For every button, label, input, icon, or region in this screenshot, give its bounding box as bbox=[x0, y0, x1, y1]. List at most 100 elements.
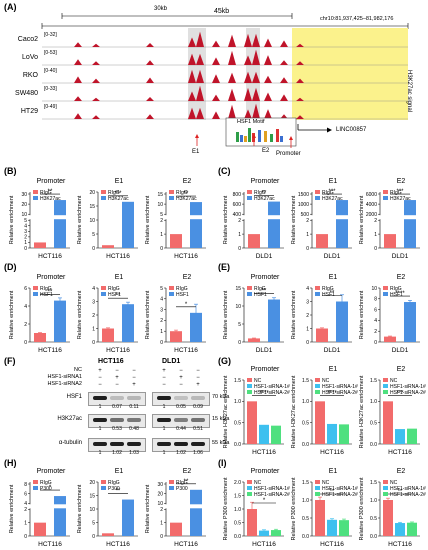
bar-rigg bbox=[248, 234, 260, 248]
legend-label: H3K27ac bbox=[176, 196, 197, 202]
condition-sign: − bbox=[132, 368, 136, 374]
subplot-title: E1 bbox=[329, 274, 338, 281]
subplot-title: E2 bbox=[397, 178, 406, 185]
condition-sign: − bbox=[115, 368, 119, 374]
bar-sirna2 bbox=[407, 428, 417, 444]
blot-band bbox=[110, 418, 124, 422]
condition-sign: + bbox=[132, 382, 136, 388]
blot-band-label: HSF1 bbox=[66, 394, 82, 400]
y-tick-label: 0 bbox=[238, 246, 241, 252]
y-tick-label: 0 bbox=[374, 246, 377, 252]
y-axis-label: Relative P300 enrichment bbox=[223, 477, 229, 540]
blot-band bbox=[93, 396, 107, 400]
y-tick-label: 1.5 bbox=[370, 378, 377, 384]
y-axis-label: Relative H3K27ac enrichment bbox=[291, 375, 297, 448]
y-tick-label: 15 bbox=[235, 286, 241, 292]
legend-label: HSF1-siRNA-2# bbox=[322, 390, 358, 396]
legend-label: RIgG bbox=[40, 190, 52, 196]
y-tick-label: 8 bbox=[24, 482, 27, 488]
bar-nc bbox=[315, 401, 325, 444]
y-tick-label: 1 bbox=[24, 240, 27, 246]
legend-swatch bbox=[383, 384, 388, 388]
blot-band bbox=[93, 418, 107, 422]
track-signal-caco2 bbox=[42, 31, 408, 47]
legend-label: HSF1-siRNA-2# bbox=[254, 390, 290, 396]
y-tick-label: 0 bbox=[24, 534, 27, 540]
legend-swatch bbox=[101, 190, 106, 194]
bar-rigg bbox=[384, 336, 396, 342]
legend-label: HSF1 bbox=[40, 292, 53, 298]
legend-label: RIgG bbox=[176, 480, 188, 486]
bar-sirna1 bbox=[259, 424, 269, 444]
legend-swatch bbox=[315, 492, 320, 496]
legend-swatch bbox=[247, 384, 252, 388]
significance-mark: **** bbox=[395, 291, 405, 297]
axis-break bbox=[53, 215, 67, 220]
legend-label: RIgG bbox=[108, 286, 120, 292]
legend-swatch bbox=[383, 292, 388, 296]
e1-label: E1 bbox=[192, 149, 200, 155]
blot-band-label: α-tubulin bbox=[58, 440, 82, 446]
subplot-title: E1 bbox=[329, 366, 338, 373]
panel-b-label: (B) bbox=[4, 166, 17, 176]
y-tick-label: 2.0 bbox=[234, 480, 241, 486]
y-axis-label: Relative enrichment bbox=[291, 195, 297, 244]
y-tick-label: 10 bbox=[89, 218, 95, 224]
legend-swatch bbox=[33, 480, 38, 484]
significance-mark: **** bbox=[327, 390, 337, 396]
y-tick-label: 0 bbox=[160, 340, 163, 346]
bar-nc bbox=[247, 509, 257, 536]
y-tick-label: 0.0 bbox=[234, 442, 241, 448]
significance-mark: ** bbox=[330, 291, 335, 297]
bar-antibody bbox=[122, 499, 134, 536]
legend-swatch bbox=[315, 190, 320, 194]
y-tick-label: 0 bbox=[92, 534, 95, 540]
x-category-label: HCT116 bbox=[38, 541, 62, 548]
legend-swatch bbox=[33, 196, 38, 200]
bar-rigg bbox=[102, 533, 114, 536]
bar-antibody bbox=[336, 301, 348, 342]
bar-sirna2 bbox=[339, 424, 349, 444]
legend-swatch bbox=[315, 286, 320, 290]
y-axis-label: Relative P300 enrichment bbox=[359, 477, 365, 540]
bar-antibody bbox=[268, 201, 280, 248]
condition-sign: + bbox=[98, 368, 102, 374]
y-tick-label: 30 bbox=[157, 482, 163, 488]
x-category-label: HCT116 bbox=[320, 541, 344, 548]
bar-nc bbox=[247, 401, 257, 444]
gene-label: LINC00857 bbox=[336, 127, 367, 133]
y-tick-label: 2 bbox=[306, 313, 309, 319]
legend-swatch bbox=[247, 286, 252, 290]
track-cell-label: RKO bbox=[22, 72, 38, 79]
y-tick-label: 10 bbox=[371, 286, 377, 292]
legend-label: HSF1 bbox=[254, 292, 267, 298]
y-tick-label: 1 bbox=[160, 232, 163, 238]
legend-swatch bbox=[247, 486, 252, 490]
legend-label: NC bbox=[322, 480, 330, 486]
subplot-title: Promoter bbox=[37, 274, 66, 281]
legend-label: P300 bbox=[40, 486, 52, 492]
legend-swatch bbox=[247, 196, 252, 200]
legend-swatch bbox=[383, 196, 388, 200]
blot-cell-dld1: DLD1 bbox=[162, 358, 181, 365]
x-category-label: HCT116 bbox=[174, 347, 198, 354]
y-tick-label: 4 bbox=[24, 501, 27, 507]
legend-swatch bbox=[33, 190, 38, 194]
y-tick-label: 4 bbox=[160, 297, 163, 303]
y-tick-label: 4000 bbox=[366, 202, 377, 208]
x-category-label: HCT116 bbox=[252, 541, 276, 548]
legend-label: H3K27ac bbox=[322, 196, 343, 202]
chart-e-promoter: Promoter 15 10 5 0 ** DLD1 Relative enrichment R… bbox=[223, 274, 284, 354]
bar-antibody bbox=[190, 489, 202, 536]
bar-rigg bbox=[102, 328, 114, 342]
quantification-value: 0.05 bbox=[176, 404, 186, 410]
y-axis-label: Relative enrichment bbox=[145, 290, 151, 339]
significance-mark: * bbox=[49, 485, 52, 491]
y-axis-label: Relative H3K27ac enrichment bbox=[223, 375, 229, 448]
y-tick-label: 3 bbox=[24, 229, 27, 235]
blot-band bbox=[127, 396, 141, 400]
panel-i-label: (I) bbox=[218, 458, 227, 468]
condition-sign: − bbox=[98, 382, 102, 388]
y-axis-label: Relative enrichment bbox=[223, 195, 229, 244]
